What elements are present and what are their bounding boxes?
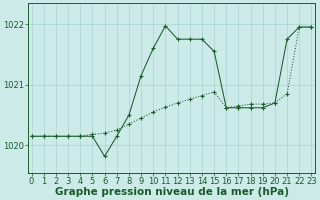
X-axis label: Graphe pression niveau de la mer (hPa): Graphe pression niveau de la mer (hPa): [54, 187, 289, 197]
